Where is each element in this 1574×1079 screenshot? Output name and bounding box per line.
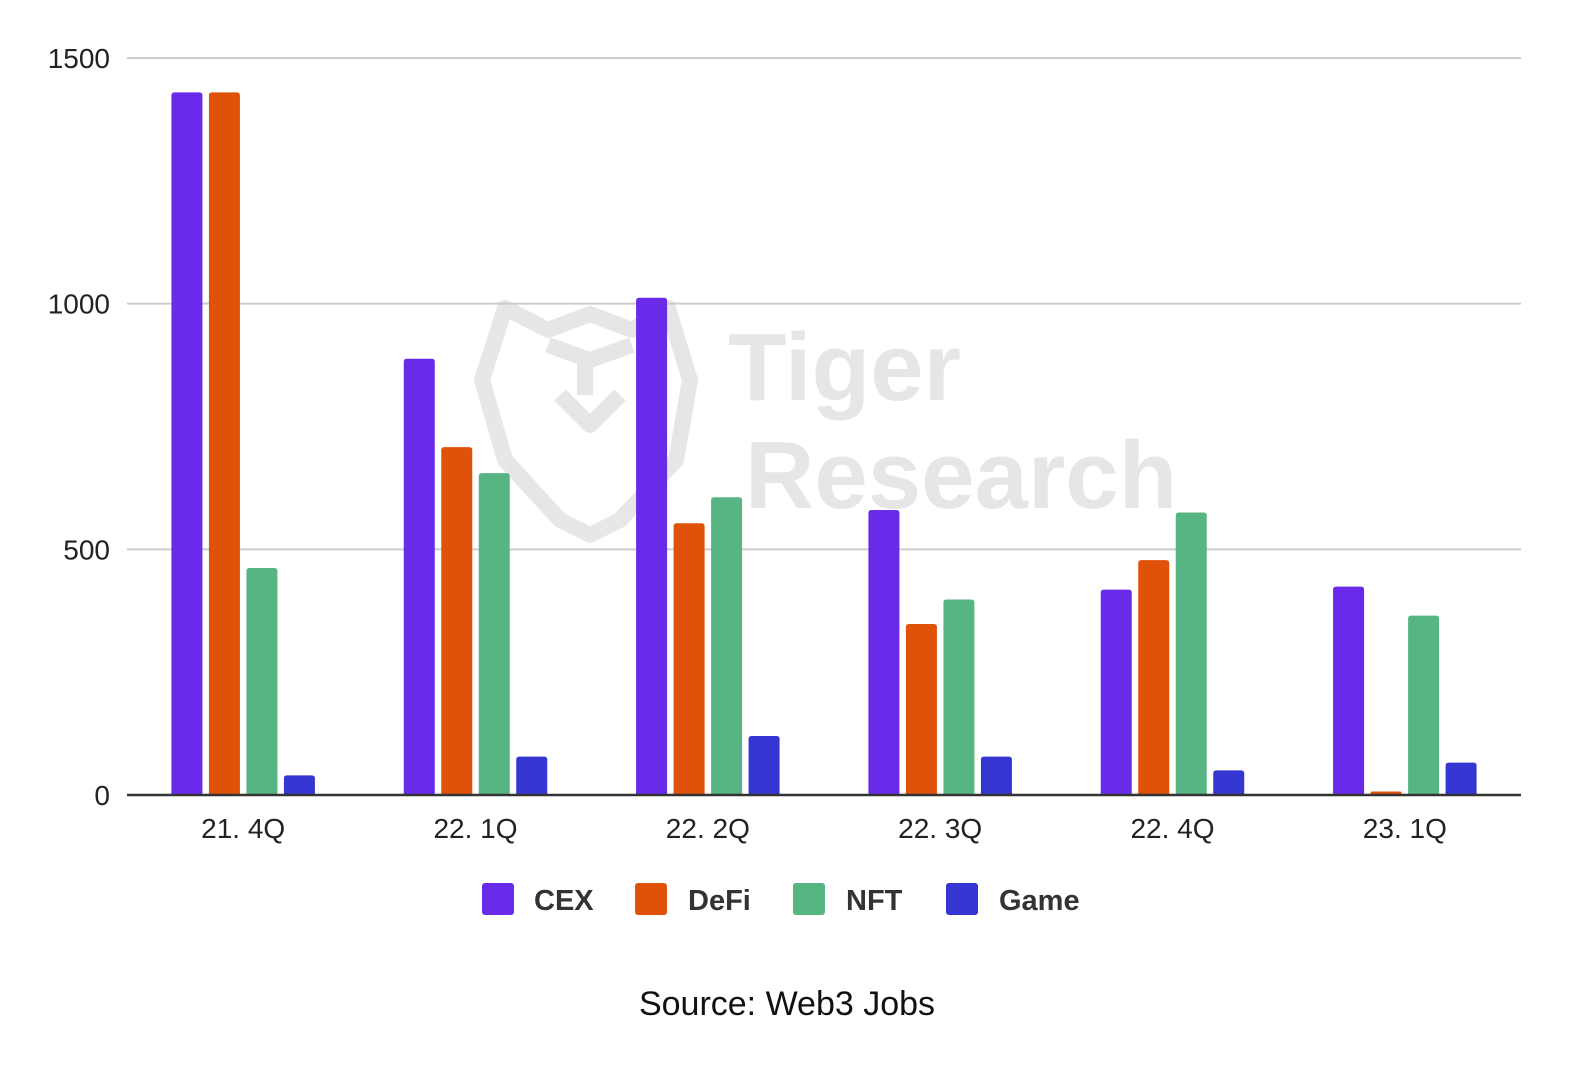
watermark: Tiger Research	[474, 300, 1177, 543]
bar-cex-5	[1333, 586, 1365, 795]
source-caption: Source: Web3 Jobs	[638, 985, 936, 1023]
bar-defi-3	[905, 624, 937, 795]
y-tick-label: 0	[94, 780, 110, 811]
legend: CEX DeFi NFT Game	[482, 883, 1080, 917]
gridlines	[127, 57, 1521, 551]
x-tick-label: 23. 1Q	[1363, 813, 1447, 844]
bar-game-2	[748, 736, 780, 795]
bar-nft-1	[478, 473, 510, 795]
bar-nft-5	[1408, 615, 1440, 795]
bar-cex-0	[171, 92, 203, 796]
legend-swatch-cex	[482, 883, 514, 915]
bar-game-4	[1213, 770, 1245, 795]
bar-nft-2	[711, 497, 743, 795]
x-tick-label: 22. 1Q	[433, 813, 517, 844]
tiger-logo-icon	[474, 300, 698, 543]
bar-nft-0	[246, 568, 278, 795]
bar-game-1	[516, 756, 548, 795]
bar-defi-0	[208, 92, 240, 796]
legend-label-game: Game	[999, 885, 1080, 917]
x-tick-label: 22. 3Q	[898, 813, 982, 844]
legend-label-nft: NFT	[846, 885, 903, 917]
x-axis-ticks: 21. 4Q 22. 1Q 22. 2Q 22. 3Q 22. 4Q 23. 1Q	[201, 813, 1447, 844]
legend-swatch-defi	[635, 883, 667, 915]
x-tick-label: 21. 4Q	[201, 813, 285, 844]
bar-game-5	[1445, 762, 1477, 795]
legend-label-defi: DeFi	[688, 885, 751, 917]
watermark-text-line2: Research	[745, 422, 1177, 529]
legend-swatch-game	[946, 883, 978, 915]
bar-defi-4	[1138, 560, 1170, 795]
bar-game-3	[980, 756, 1012, 795]
bar-defi-2	[673, 523, 705, 795]
watermark-text-line1: Tiger	[728, 314, 961, 421]
legend-label-cex: CEX	[534, 885, 594, 917]
bar-nft-3	[943, 599, 975, 795]
bar-cex-1	[403, 358, 435, 795]
x-tick-label: 22. 4Q	[1130, 813, 1214, 844]
y-tick-label: 500	[63, 534, 110, 565]
x-tick-label: 22. 2Q	[666, 813, 750, 844]
bar-defi-1	[441, 447, 473, 795]
bar-cex-3	[868, 510, 900, 795]
bar-nft-4	[1175, 512, 1207, 795]
bar-cex-4	[1100, 589, 1132, 795]
bar-cex-2	[636, 297, 668, 795]
legend-swatch-nft	[793, 883, 825, 915]
y-tick-label: 1500	[48, 43, 110, 74]
bars	[171, 92, 1477, 796]
bar-game-0	[283, 775, 315, 795]
y-axis-ticks: 0 500 1000 1500	[48, 43, 110, 811]
y-tick-label: 1000	[48, 289, 110, 320]
